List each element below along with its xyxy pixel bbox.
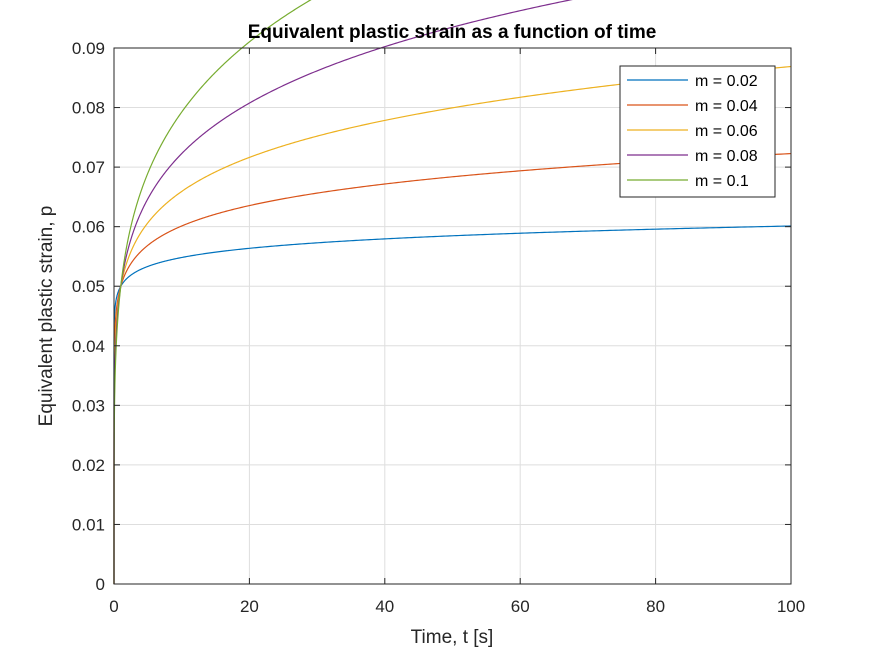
chart-title: Equivalent plastic strain as a function … [248,22,657,43]
y-tick-label: 0.09 [72,39,105,58]
y-tick-label: 0.07 [72,158,105,177]
axes-box [113,47,792,585]
y-tick-label: 0.04 [72,337,105,356]
y-tick-label: 0.01 [72,515,105,534]
series-layer [113,0,792,584]
series-line-3 [113,65,792,584]
y-axis-label: Equivalent plastic strain, p [36,206,57,427]
legend-label-1: m = 0.02 [695,73,758,90]
legend-label-4: m = 0.08 [695,148,758,165]
x-tick-label: 100 [777,597,805,616]
legend-label-2: m = 0.04 [695,98,758,115]
x-tick-label: 80 [646,597,665,616]
y-tick-label: 0.02 [72,456,105,475]
x-axis-label: Time, t [s] [411,627,494,648]
legend: m = 0.02 m = 0.04 m = 0.06 m = 0.08 m = 0.1 [619,65,776,198]
y-tick-label: 0.05 [72,277,105,296]
legend-box [619,65,776,198]
x-tick-label: 60 [511,597,530,616]
series-line-5 [113,0,312,584]
y-tick-label: 0.03 [72,396,105,415]
y-tick-label: 0.06 [72,218,105,237]
x-tick-label: 40 [375,597,394,616]
axes: 0 20 40 60 80 100 0 0.01 0.02 0.03 0.04 0.05 0.06 0.0… [72,39,805,616]
legend-label-5: m = 0.1 [695,173,749,190]
y-tick-label: 0.08 [72,99,105,118]
y-tick-label: 0 [96,575,105,594]
series-line-2 [113,152,792,584]
x-tick-label: 0 [109,597,118,616]
series-line-1 [113,225,792,584]
legend-label-3: m = 0.06 [695,123,758,140]
x-tick-label: 20 [240,597,259,616]
